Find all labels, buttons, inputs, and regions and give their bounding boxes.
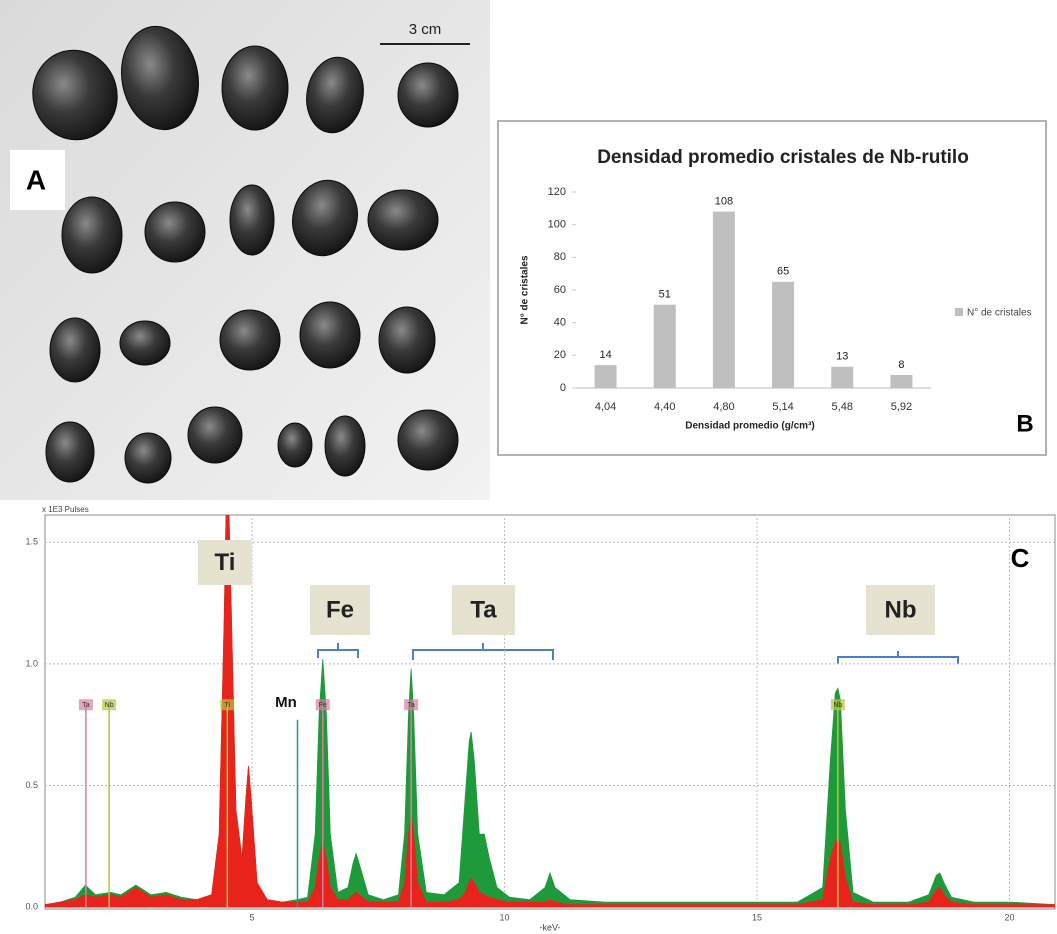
marker-label: Nb <box>105 702 114 709</box>
marker-tag <box>220 699 235 711</box>
rock <box>45 421 95 483</box>
rock <box>229 184 275 256</box>
y-tick-label: 0.0 <box>25 901 38 911</box>
data-label: 65 <box>777 266 789 278</box>
brace <box>317 643 359 658</box>
rock <box>119 320 171 366</box>
x-tick-label: 4,04 <box>595 401 616 413</box>
label-box <box>10 150 65 210</box>
x-tick-label: 20 <box>1005 912 1015 922</box>
marker-label: Fe <box>319 702 327 709</box>
element-box <box>310 585 370 635</box>
brace <box>412 643 554 660</box>
bar <box>653 304 676 388</box>
data-label: 108 <box>715 196 733 208</box>
x-tick-label: 5,92 <box>891 401 912 413</box>
panel-label: C <box>1011 543 1030 573</box>
x-tick-label: 4,80 <box>713 401 734 413</box>
element-box <box>452 585 515 635</box>
rock <box>144 201 206 263</box>
data-label: 14 <box>599 349 611 361</box>
marker-tag <box>404 699 419 711</box>
rock <box>121 25 199 131</box>
rock <box>378 306 436 374</box>
rock <box>292 179 358 257</box>
plot-frame <box>44 514 1056 910</box>
element-box <box>866 585 935 635</box>
x-tick-label: 15 <box>752 912 762 922</box>
chart-title: Densidad promedio cristales de Nb-rutilo <box>597 147 969 168</box>
y-tick-label: 60 <box>554 284 566 296</box>
element-label: Ta <box>470 596 497 623</box>
rock <box>124 432 172 484</box>
rock <box>324 415 366 477</box>
marker-tag <box>78 699 93 711</box>
marker-tag <box>830 699 845 711</box>
y-axis-label: x 1E3 Pulses <box>42 505 89 514</box>
y-tick-label: 120 <box>548 186 566 198</box>
y-tick-label: 0.5 <box>25 780 38 790</box>
y-tick-label: 20 <box>554 349 566 361</box>
data-label: 8 <box>898 359 904 371</box>
element-box <box>198 540 252 585</box>
x-tick-label: 10 <box>500 912 510 922</box>
x-tick-label: 5,48 <box>832 401 853 413</box>
rock <box>367 189 439 251</box>
rock <box>277 422 313 468</box>
marker-tag <box>102 699 117 711</box>
x-axis-label: -keV- <box>539 922 560 932</box>
panel-label: A <box>26 164 46 195</box>
y-tick-label: 1.5 <box>25 537 38 547</box>
element-label: Ti <box>215 549 236 576</box>
rock <box>397 409 459 471</box>
y-tick-label: 40 <box>554 317 566 329</box>
rock <box>187 406 243 464</box>
element-label: Mn <box>275 694 297 711</box>
y-tick-label: 100 <box>548 219 566 231</box>
x-tick-label: 5 <box>250 912 255 922</box>
data-label: 51 <box>659 289 671 301</box>
legend-label: N° de cristales <box>967 308 1032 319</box>
y-tick-label: 0 <box>560 382 566 394</box>
rock <box>397 62 459 128</box>
legend-swatch <box>955 308 963 316</box>
rock <box>221 45 289 131</box>
rock <box>49 317 101 383</box>
rock <box>299 301 361 369</box>
rock <box>306 56 364 134</box>
braces <box>317 643 959 664</box>
y-axis-label: N° de cristales <box>520 255 531 324</box>
x-tick-label: 5,14 <box>772 401 793 413</box>
x-axis-label: Densidad promedio (g/cm³) <box>685 421 814 432</box>
x-tick-label: 4,40 <box>654 401 675 413</box>
rock <box>219 309 281 371</box>
bar <box>831 366 854 388</box>
marker-label: Ta <box>407 702 415 709</box>
y-tick-label: 80 <box>554 251 566 263</box>
bar <box>890 374 913 388</box>
rocks <box>32 25 459 484</box>
rock <box>61 196 123 274</box>
marker-label: Ta <box>82 702 90 709</box>
bar <box>594 365 617 388</box>
marker-tag <box>315 699 330 711</box>
y-tick-label: 1.0 <box>25 658 38 668</box>
marker-label: Nb <box>833 702 842 709</box>
panel-label: B <box>1016 410 1033 437</box>
bar <box>712 211 735 388</box>
data-label: 13 <box>836 351 848 363</box>
scale-label: 3 cm <box>409 21 442 38</box>
brace <box>837 651 959 664</box>
marker-label: Ti <box>225 702 231 709</box>
element-label: Fe <box>326 596 354 623</box>
bar <box>772 281 795 388</box>
element-label: Nb <box>885 596 917 623</box>
panel-frame <box>497 120 1047 456</box>
rock <box>32 49 118 141</box>
